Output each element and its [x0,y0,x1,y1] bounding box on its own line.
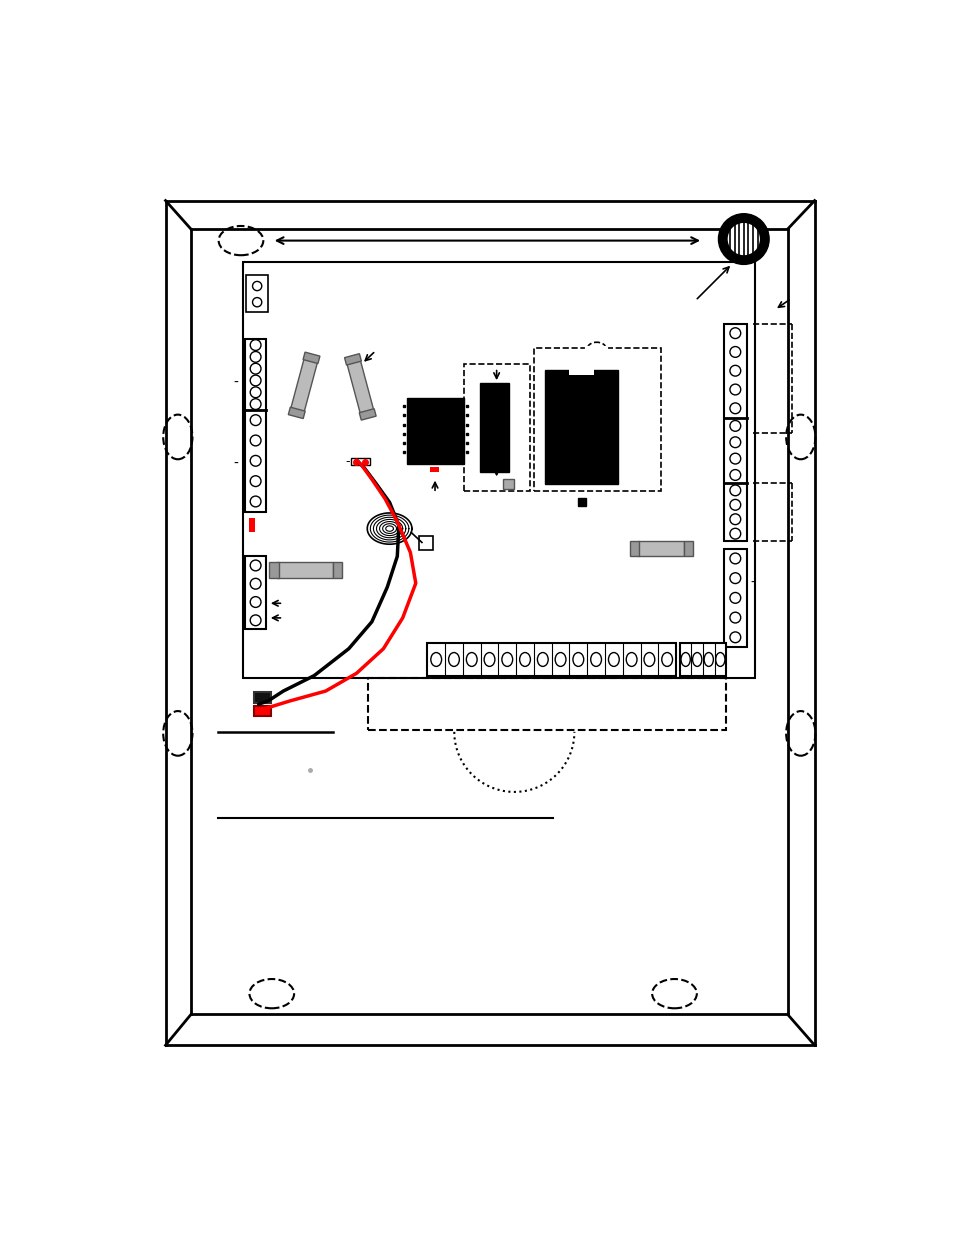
Circle shape [250,496,261,506]
Bar [245,340,266,511]
Circle shape [729,514,740,525]
Bar [359,409,375,420]
Bar [568,361,593,374]
Bar [723,324,746,541]
Bar [269,562,278,578]
Bar [246,275,268,312]
Bar [333,562,341,578]
Ellipse shape [537,652,548,667]
Bar [637,541,683,556]
Bar [544,370,618,484]
Circle shape [250,387,261,398]
Circle shape [250,363,261,374]
Bar [291,358,317,412]
Bar [629,541,639,556]
Circle shape [729,469,740,480]
Circle shape [253,298,261,306]
Circle shape [250,352,261,362]
Ellipse shape [680,652,690,667]
Bar [253,692,271,703]
Bar [368,678,725,730]
Ellipse shape [608,652,618,667]
Circle shape [729,327,740,338]
Bar [418,536,433,550]
Bar [429,467,438,472]
Ellipse shape [431,652,441,667]
Ellipse shape [555,652,565,667]
Circle shape [719,215,767,264]
Circle shape [250,375,261,385]
Bar [344,353,361,366]
Text: -: - [345,454,349,468]
Ellipse shape [643,652,654,667]
Ellipse shape [692,652,701,667]
Bar [277,562,333,578]
Bar [347,359,374,414]
Circle shape [253,282,261,290]
Circle shape [729,384,740,395]
Ellipse shape [483,652,495,667]
Circle shape [729,366,740,377]
Bar [679,642,725,677]
Circle shape [250,399,261,410]
Circle shape [728,224,759,254]
Bar [351,458,369,466]
Bar [406,399,464,464]
Circle shape [729,529,740,538]
Circle shape [250,435,261,446]
Text: -: - [233,457,238,471]
Bar [427,642,676,677]
Bar [243,262,754,678]
Circle shape [729,613,740,622]
Bar [245,556,266,630]
Bar [683,541,692,556]
Circle shape [729,437,740,447]
Ellipse shape [715,652,724,667]
Ellipse shape [661,652,672,667]
Circle shape [250,456,261,466]
Bar [723,548,746,647]
Ellipse shape [703,652,713,667]
Bar [303,352,319,363]
Circle shape [250,578,261,589]
Circle shape [729,553,740,564]
Circle shape [250,559,261,571]
Circle shape [250,415,261,426]
Ellipse shape [448,652,459,667]
Ellipse shape [466,652,476,667]
Ellipse shape [590,652,600,667]
Bar [288,408,305,419]
Bar [464,364,529,490]
Ellipse shape [501,652,512,667]
Bar [502,479,513,489]
Circle shape [250,597,261,608]
Bar [533,348,659,490]
Bar [249,517,254,531]
Ellipse shape [519,652,530,667]
Circle shape [729,403,740,414]
Ellipse shape [625,652,637,667]
Circle shape [729,632,740,642]
Circle shape [729,573,740,584]
Circle shape [250,475,261,487]
Circle shape [729,499,740,510]
Circle shape [729,593,740,603]
Circle shape [250,615,261,626]
Circle shape [729,420,740,431]
Circle shape [729,453,740,464]
Text: -: - [233,375,238,390]
Circle shape [250,340,261,351]
Bar [253,705,271,716]
Text: -: - [750,576,755,590]
Ellipse shape [573,652,583,667]
Circle shape [729,347,740,357]
Circle shape [729,485,740,495]
Bar [479,383,508,472]
